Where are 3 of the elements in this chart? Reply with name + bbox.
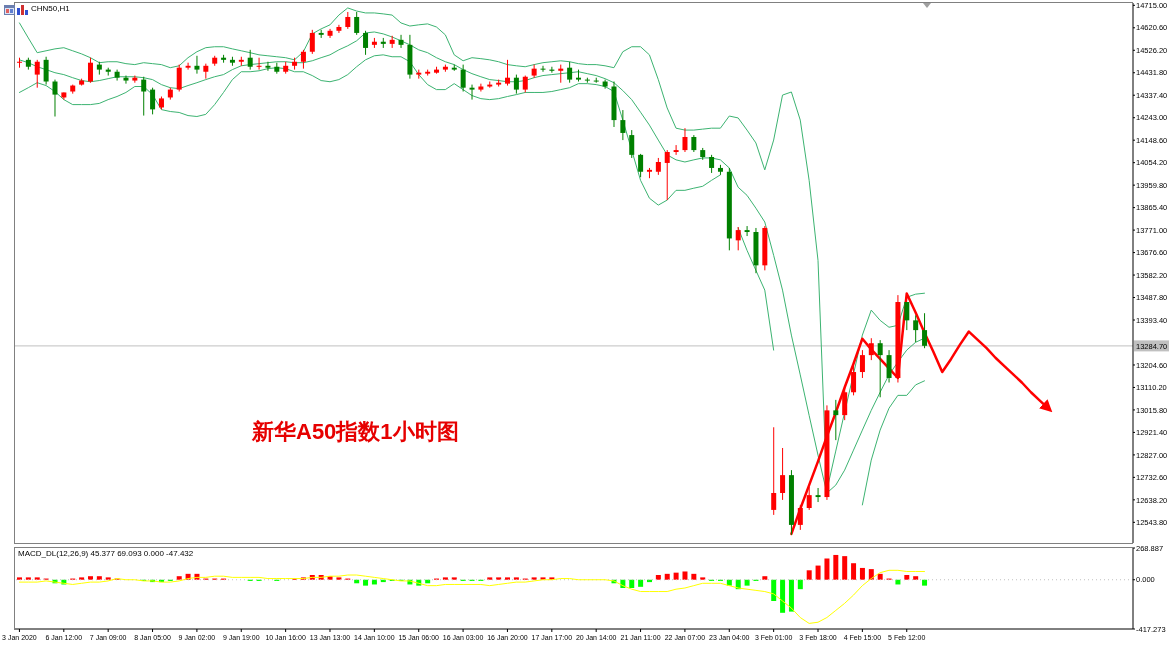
chart-title: CHN50,H1 xyxy=(31,4,70,14)
annotation: 新华A50指数1小时图 xyxy=(252,419,459,445)
chart-title: MACD_DL(12,26,9) 45.377 69.093 0.000 -47.432 xyxy=(18,549,194,559)
